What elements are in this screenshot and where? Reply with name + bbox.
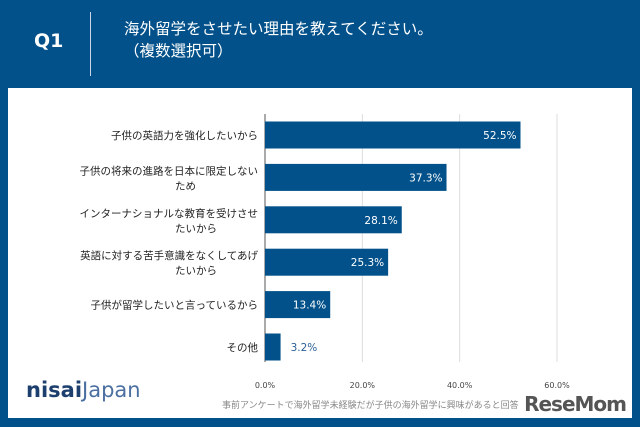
- bar: [265, 291, 331, 319]
- category-label: 子供の英語力を強化したいから: [111, 129, 258, 142]
- category-label: 子供が留学したいと言っているから: [91, 299, 258, 312]
- x-tick-label: 0.0%: [255, 381, 276, 390]
- x-tick-label: 40.0%: [447, 381, 473, 390]
- nisai-japan-logo: nisaiJapan: [26, 378, 141, 402]
- x-tick-label: 60.0%: [544, 381, 570, 390]
- bar: [265, 248, 389, 276]
- bar: [265, 163, 447, 191]
- category-label: たいから: [175, 265, 217, 277]
- category-label: 子供の将来の進路を日本に限定しない: [80, 164, 259, 177]
- bar: [265, 333, 281, 361]
- data-label: 25.3%: [351, 257, 384, 269]
- category-label: その他: [227, 341, 259, 354]
- data-label: 13.4%: [293, 300, 326, 312]
- data-label: 52.5%: [483, 130, 516, 142]
- header-divider: [90, 12, 91, 76]
- category-label: 英語に対する苦手意識をなくしてあげ: [80, 249, 258, 262]
- resemom-watermark: ReseMom: [524, 392, 627, 416]
- title-line-2: （複数選択可）: [124, 42, 233, 60]
- category-label: インターナショナルな教育を受けさせ: [80, 207, 259, 220]
- data-label: 3.2%: [291, 342, 318, 354]
- footnote: 事前アンケートで海外留学未経験だが子供の海外留学に興味があると回答: [222, 401, 519, 411]
- bar: [265, 206, 402, 234]
- bar: [265, 121, 521, 149]
- question-number: Q1: [34, 30, 64, 52]
- data-label: 28.1%: [364, 215, 397, 227]
- title-line-1: 海外留学をさせたい理由を教えてください。: [124, 20, 433, 38]
- category-label: たいから: [175, 223, 217, 235]
- page-title: 海外留学をさせたい理由を教えてください。 （複数選択可）: [124, 18, 433, 62]
- x-tick-label: 20.0%: [350, 381, 376, 390]
- data-label: 37.3%: [409, 172, 442, 184]
- category-label: ため: [175, 180, 196, 192]
